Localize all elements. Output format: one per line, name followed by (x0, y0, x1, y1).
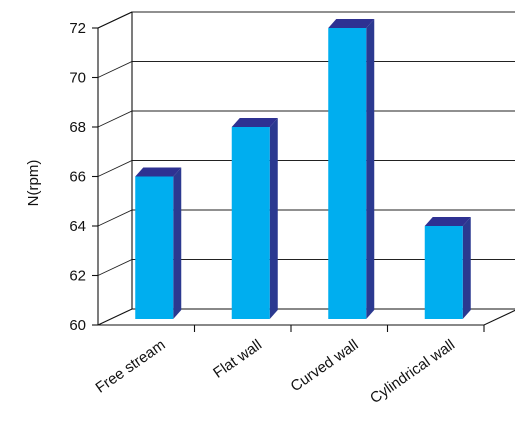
top-edge (97, 11, 133, 29)
y-tick-label-68: 68 (69, 119, 86, 136)
bar-top-curved-wall (328, 19, 375, 28)
category-label-free-stream: Free stream (93, 336, 169, 396)
bar-side-curved-wall (366, 19, 375, 319)
bar-front-cylindrical-wall (424, 226, 463, 319)
y-tick-label-60: 60 (69, 317, 86, 334)
bar-curved-wall (328, 19, 375, 319)
bar-top-free-stream (135, 167, 182, 177)
bar-side-free-stream (173, 167, 182, 319)
bar-cylindrical-wall (424, 217, 471, 319)
bars (135, 19, 471, 319)
gridline-72 (97, 11, 515, 29)
floor (97, 308, 515, 326)
bar-side-cylindrical-wall (462, 217, 471, 319)
category-label-cylindrical-wall: Cylindrical wall (367, 336, 458, 407)
bar-side-flat-wall (269, 118, 278, 319)
category-label-curved-wall: Curved wall (288, 336, 362, 395)
bar-free-stream (135, 167, 182, 319)
gridline-68 (97, 110, 515, 128)
category-label-flat-wall: Flat wall (210, 336, 265, 381)
y-tick-label-64: 64 (69, 218, 86, 235)
bar-front-curved-wall (328, 28, 367, 319)
y-tick-label-66: 66 (69, 169, 86, 186)
y-tick-label-62: 62 (69, 268, 86, 285)
bar-top-flat-wall (231, 118, 278, 127)
bar-flat-wall (231, 118, 278, 319)
y-tick-label-70: 70 (69, 70, 86, 87)
bar-front-free-stream (135, 176, 174, 319)
bar-front-flat-wall (231, 127, 270, 319)
bar-top-cylindrical-wall (424, 217, 471, 226)
y-tick-labels: 60 62 64 66 68 70 72 (69, 20, 98, 334)
category-labels: Free stream Flat wall Curved wall Cylindric… (93, 325, 485, 407)
gridline-70 (97, 61, 515, 78)
y-axis-title: N(rpm) (25, 160, 42, 207)
y-tick-label-72: 72 (69, 20, 86, 37)
